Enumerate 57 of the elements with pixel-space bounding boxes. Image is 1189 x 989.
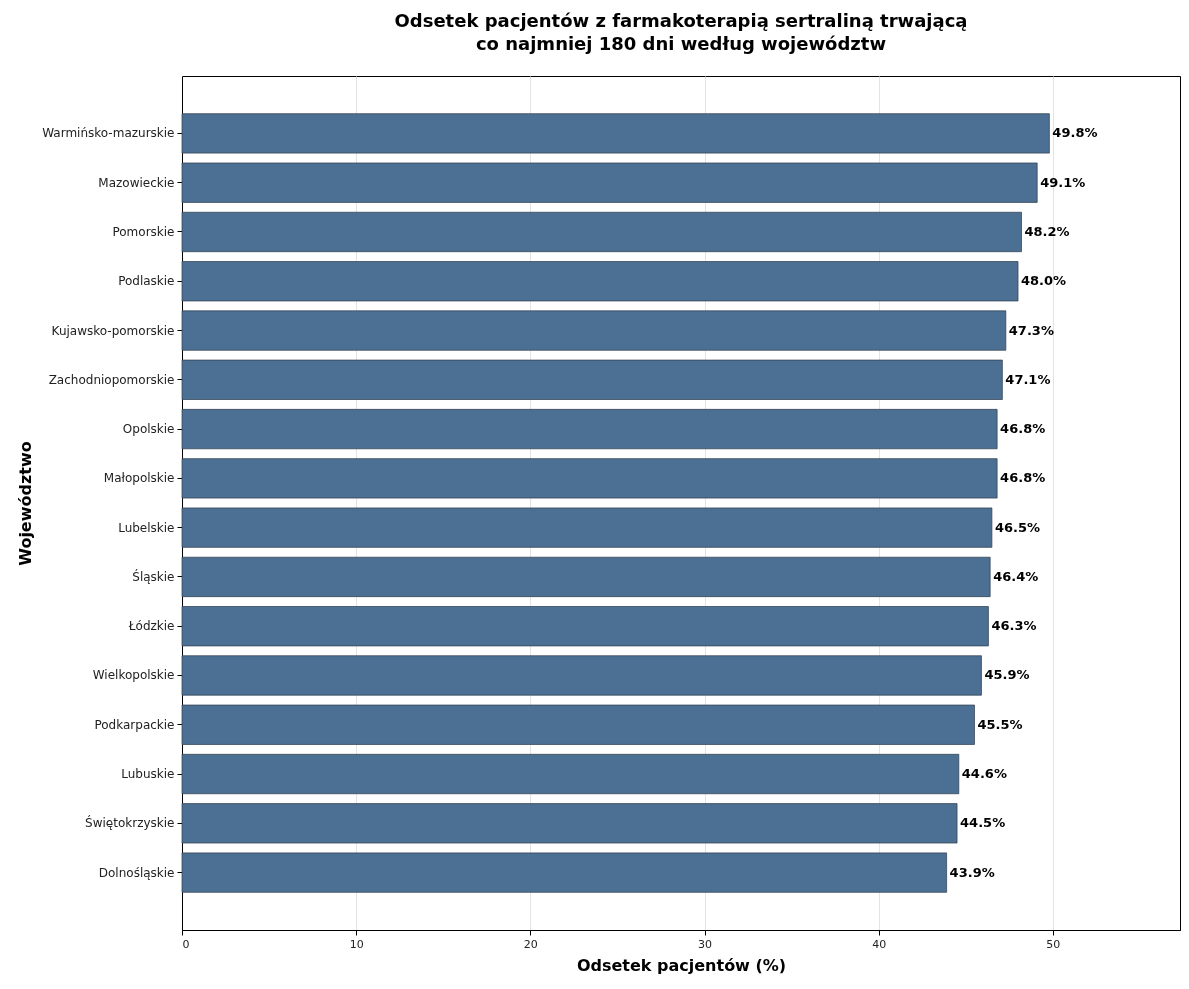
data-label: 49.8% [1052, 125, 1098, 141]
y-tick-label: Mazowieckie [98, 175, 175, 190]
y-tick-label: Świętokrzyskie [85, 815, 175, 831]
y-tick-label: Kujawsko-pomorskie [51, 323, 175, 338]
y-tick-label: Śląskie [132, 568, 175, 584]
y-tick-label: Wielkopolskie [92, 668, 175, 683]
bar [181, 408, 998, 450]
data-label: 43.9% [949, 864, 995, 880]
x-tick-label: 30 [698, 937, 713, 951]
data-label: 45.5% [977, 716, 1023, 732]
y-axis-title: Województwo [16, 441, 36, 566]
y-tick-label: Warmińsko-mazurskie [42, 126, 175, 141]
data-label: 46.3% [991, 618, 1037, 634]
bar [181, 310, 1007, 351]
bar [181, 606, 989, 647]
data-label: 45.9% [984, 667, 1030, 683]
y-tick-label: Pomorskie [112, 224, 175, 239]
y-tick-label: Podlaskie [118, 274, 175, 289]
data-label: 46.5% [994, 519, 1040, 535]
y-tick-label: Małopolskie [103, 471, 175, 486]
data-label: 48.2% [1024, 223, 1070, 239]
bar [181, 113, 1050, 154]
data-label: 46.8% [1000, 470, 1046, 486]
bar [181, 458, 998, 499]
bar [181, 556, 991, 598]
y-tick-label: Dolnośląskie [98, 865, 175, 880]
x-tick-label: 10 [349, 937, 364, 951]
bar [181, 704, 975, 745]
bar [181, 162, 1038, 203]
y-tick-label: Lubelskie [118, 520, 175, 535]
x-axis-title: Odsetek pacjentów (%) [576, 955, 787, 975]
bar [181, 753, 960, 795]
y-tick-label: Łódzkie [127, 619, 175, 634]
y-tick-label: Lubuskie [121, 767, 175, 782]
data-label: 46.8% [1000, 421, 1046, 437]
data-label: 49.1% [1040, 174, 1086, 190]
chart-title: Odsetek pacjentów z farmakoterapią sertraliną trwającą co najmniej 180 dni według województw [394, 10, 968, 54]
bar [181, 803, 958, 844]
data-label: 47.3% [1008, 322, 1054, 338]
bar [181, 359, 1003, 400]
bar [181, 852, 948, 893]
y-tick-label: Podkarpackie [94, 717, 175, 732]
x-tick-label: 50 [1046, 937, 1061, 951]
x-tick-label: 0 [182, 937, 190, 951]
x-tick-label: 20 [523, 937, 538, 951]
x-tick-label: 40 [872, 937, 887, 951]
y-tick-label: Zachodniopomorskie [48, 372, 175, 387]
bar [181, 261, 1019, 302]
data-label: 44.5% [960, 815, 1006, 831]
bar [181, 211, 1022, 253]
data-label: 47.1% [1005, 371, 1051, 387]
bar [181, 507, 993, 548]
bar [181, 655, 982, 696]
data-label: 48.0% [1021, 273, 1067, 289]
data-label: 44.6% [961, 766, 1007, 782]
y-tick-label: Opolskie [122, 422, 175, 437]
data-label: 46.4% [993, 568, 1039, 584]
